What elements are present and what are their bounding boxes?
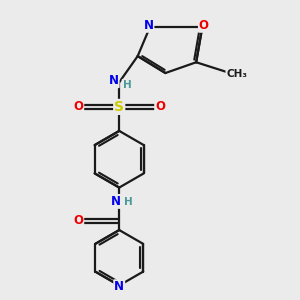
Text: S: S [114, 100, 124, 114]
Text: N: N [114, 280, 124, 293]
Text: N: N [110, 195, 121, 208]
Text: O: O [73, 100, 83, 113]
Text: O: O [155, 100, 165, 113]
Text: O: O [73, 214, 83, 227]
Text: CH₃: CH₃ [226, 69, 247, 79]
Text: H: H [124, 197, 133, 207]
Text: O: O [199, 19, 209, 32]
Text: N: N [109, 74, 119, 87]
Text: H: H [122, 80, 131, 90]
Text: N: N [143, 19, 154, 32]
